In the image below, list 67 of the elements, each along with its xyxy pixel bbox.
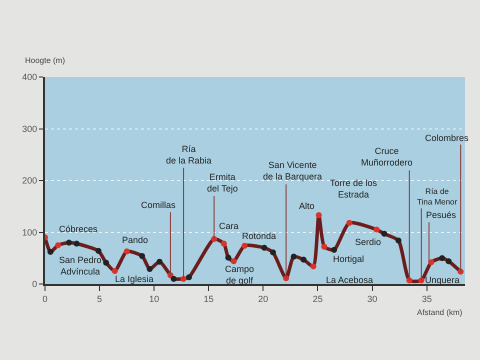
point: [331, 246, 338, 253]
point: [146, 266, 153, 272]
point: [321, 244, 328, 250]
point: [300, 256, 307, 263]
point: [316, 212, 322, 218]
x-tick-label: 25: [312, 294, 323, 304]
annotation: Pesués: [426, 210, 457, 220]
annotation: Rotonda: [242, 231, 276, 241]
point: [381, 230, 388, 237]
annotation: Cara: [219, 221, 239, 231]
point: [170, 276, 177, 282]
annotation: San Vicente de la Barquera: [263, 160, 322, 182]
point: [220, 240, 227, 247]
point: [55, 242, 62, 248]
point: [186, 274, 192, 280]
annotation: Ermita del Tejo: [207, 172, 238, 194]
annotation: La Acebosa: [326, 275, 374, 285]
point: [156, 258, 163, 265]
point: [103, 260, 110, 266]
y-tick-label: 400: [22, 72, 38, 82]
point: [310, 263, 316, 270]
point: [124, 248, 130, 254]
annotation: San Pedro Advíncula: [59, 255, 102, 277]
x-tick-label: 15: [204, 294, 214, 304]
point: [47, 248, 54, 255]
point: [446, 258, 452, 264]
x-tick-label: 0: [42, 294, 48, 304]
point: [230, 258, 237, 264]
point: [112, 268, 118, 274]
y-tick-label: 100: [22, 227, 38, 238]
annotation: Cóbreces: [59, 224, 98, 234]
x-tick-label: 5: [97, 294, 102, 304]
point: [66, 240, 72, 246]
annotation: Campo de golf: [225, 264, 254, 286]
point: [74, 240, 80, 247]
y-tick-label: 200: [22, 176, 38, 186]
point: [95, 248, 102, 254]
point: [374, 226, 380, 233]
point: [439, 255, 446, 262]
y-axis-title: Hoogte (m): [25, 56, 66, 65]
annotation: Ría de Tina Menor: [417, 187, 458, 206]
point: [261, 244, 268, 251]
point: [242, 242, 248, 249]
point: [346, 220, 352, 226]
x-tick-label: 10: [149, 294, 160, 304]
x-axis-title: Afstand (km): [417, 308, 463, 317]
point: [270, 249, 276, 256]
x-tick-label: 30: [367, 294, 378, 304]
annotation: Alto: [299, 201, 315, 211]
annotation: La Iglesia: [115, 274, 154, 284]
annotation: Hortigal: [333, 254, 364, 264]
point: [290, 254, 297, 260]
annotation: Pando: [122, 235, 148, 245]
annotation: Cruce Muñorrodero: [361, 146, 413, 168]
y-tick-label: 0: [32, 279, 38, 290]
annotation: Torre de los Estrada: [330, 178, 378, 200]
annotation: Colombres: [425, 133, 470, 143]
point: [395, 238, 402, 244]
point: [225, 254, 232, 261]
annotation: Unquera: [425, 275, 460, 285]
annotation: Serdio: [355, 237, 382, 247]
point: [139, 253, 146, 260]
y-tick-label: 300: [22, 124, 38, 134]
annotation: Ría de la Rabia: [166, 144, 212, 166]
x-tick-label: 35: [422, 294, 432, 304]
annotation: Comillas: [141, 200, 176, 210]
x-tick-label: 20: [258, 294, 268, 304]
